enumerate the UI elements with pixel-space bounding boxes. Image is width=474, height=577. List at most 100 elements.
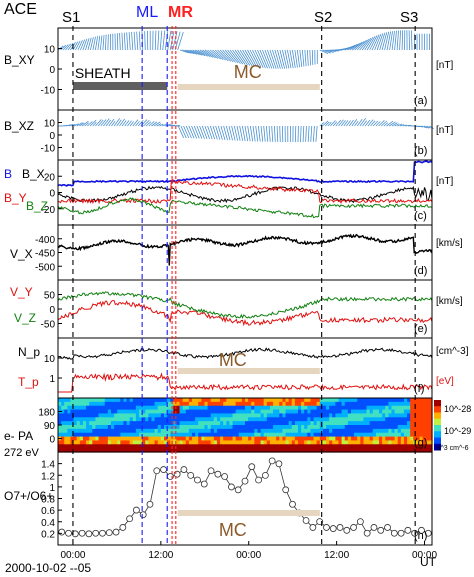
- bxz-vector: [225, 125, 231, 141]
- heatmap-cell: [101, 401, 106, 407]
- heatmap-cell: [338, 413, 343, 418]
- heatmap-cell: [344, 421, 349, 426]
- heatmap-cell: [58, 405, 62, 411]
- heatmap-cell: [263, 440, 268, 445]
- heatmap-cell: [207, 432, 212, 438]
- heatmap-cell: [129, 428, 134, 434]
- heatmap-cell: [310, 448, 315, 453]
- bxy-vector: [197, 49, 208, 57]
- heatmap-cell: [235, 417, 240, 422]
- heatmap-cell: [425, 425, 430, 430]
- heatmap-cell: [375, 432, 380, 438]
- heatmap-cell: [210, 421, 215, 426]
- heatmap-cell: [61, 444, 65, 449]
- heatmap-cell: [107, 417, 112, 422]
- bxy-vector: [262, 49, 271, 69]
- heatmap-cell: [64, 405, 68, 411]
- heatmap-cell: [254, 405, 259, 411]
- heatmap-cell: [135, 413, 140, 418]
- heatmap-cell: [279, 428, 283, 434]
- heatmap-cell: [248, 425, 252, 430]
- heatmap-cell: [95, 428, 100, 434]
- heatmap-cell: [357, 425, 361, 430]
- heatmap-cell: [129, 448, 134, 453]
- heatmap-cell: [425, 401, 430, 407]
- heatmap-cell: [195, 405, 199, 411]
- heatmap-cell: [379, 417, 383, 422]
- ytick-label: 0: [49, 65, 55, 76]
- heatmap-cell: [347, 413, 352, 418]
- heatmap-cell: [245, 413, 249, 418]
- heatmap-cell: [117, 401, 121, 407]
- heatmap-cell: [301, 401, 305, 407]
- heatmap-cell: [241, 444, 246, 449]
- heatmap-cell: [241, 448, 246, 453]
- o7o6-point: [146, 500, 154, 508]
- bxz-vector: [156, 123, 162, 127]
- heatmap-cell: [73, 448, 78, 453]
- heatmap-cell: [422, 398, 427, 403]
- heatmap-cell: [316, 440, 321, 445]
- heatmap-cell: [207, 409, 212, 415]
- heatmap-cell: [167, 417, 171, 422]
- heatmap-cell: [86, 448, 90, 453]
- heatmap-cell: [419, 417, 424, 422]
- o7o6-point: [275, 460, 283, 468]
- ytick-label: 180: [38, 408, 55, 419]
- ytick-label: 0: [49, 435, 55, 446]
- heatmap-cell: [229, 425, 234, 430]
- heatmap-cell: [282, 444, 287, 449]
- heatmap-cell: [266, 409, 271, 415]
- heatmap-cell: [375, 421, 380, 426]
- heatmap-cell: [260, 440, 265, 445]
- bxz-vector: [95, 119, 102, 127]
- heatmap-cell: [347, 444, 352, 449]
- heatmap-cell: [369, 425, 374, 430]
- heatmap-cell: [129, 440, 134, 445]
- heatmap-cell: [114, 428, 118, 434]
- heatmap-cell: [403, 401, 408, 407]
- bxz-vector: [351, 118, 358, 127]
- bxy-vector: [371, 34, 380, 51]
- o7o6-point: [160, 466, 167, 473]
- heatmap-cell: [263, 436, 268, 442]
- bxz-vector: [367, 119, 374, 127]
- heatmap-cell: [360, 398, 365, 403]
- heatmap-cell: [313, 436, 318, 442]
- heatmap-cell: [263, 398, 268, 403]
- bxz-vector: [268, 125, 271, 142]
- heatmap-cell: [363, 413, 368, 418]
- bxz-vector: [249, 125, 254, 142]
- heatmap-cell: [425, 405, 430, 411]
- bxy-vector: [410, 30, 413, 51]
- heatmap-cell: [291, 405, 296, 411]
- heatmap-cell: [170, 401, 174, 407]
- heatmap-cell: [347, 409, 352, 415]
- heatmap-cell: [123, 448, 128, 453]
- heatmap-cell: [388, 413, 393, 418]
- heatmap-cell: [129, 398, 134, 403]
- heatmap-cell: [403, 440, 408, 445]
- heatmap-cell: [416, 398, 421, 403]
- heatmap-cell: [422, 448, 427, 453]
- heatmap-cell: [419, 398, 424, 403]
- heatmap-cell: [335, 425, 340, 430]
- heatmap-cell: [95, 436, 100, 442]
- heatmap-cell: [238, 398, 243, 403]
- heatmap-cell: [92, 405, 96, 411]
- heatmap-cell: [79, 448, 84, 453]
- heatmap-cell: [92, 436, 96, 442]
- heatmap-cell: [167, 440, 171, 445]
- heatmap-cell: [151, 444, 156, 449]
- heatmap-cell: [148, 398, 153, 403]
- heatmap-cell: [220, 448, 224, 453]
- heatmap-cell: [276, 432, 280, 438]
- series-vz: [57, 291, 433, 320]
- heatmap-cell: [422, 428, 427, 434]
- heatmap-cell: [204, 444, 209, 449]
- heatmap-cell: [347, 448, 352, 453]
- heatmap-cell: [185, 428, 190, 434]
- o7o6-point: [58, 528, 66, 536]
- heatmap-cell: [204, 413, 209, 418]
- heatmap-cell: [195, 444, 199, 449]
